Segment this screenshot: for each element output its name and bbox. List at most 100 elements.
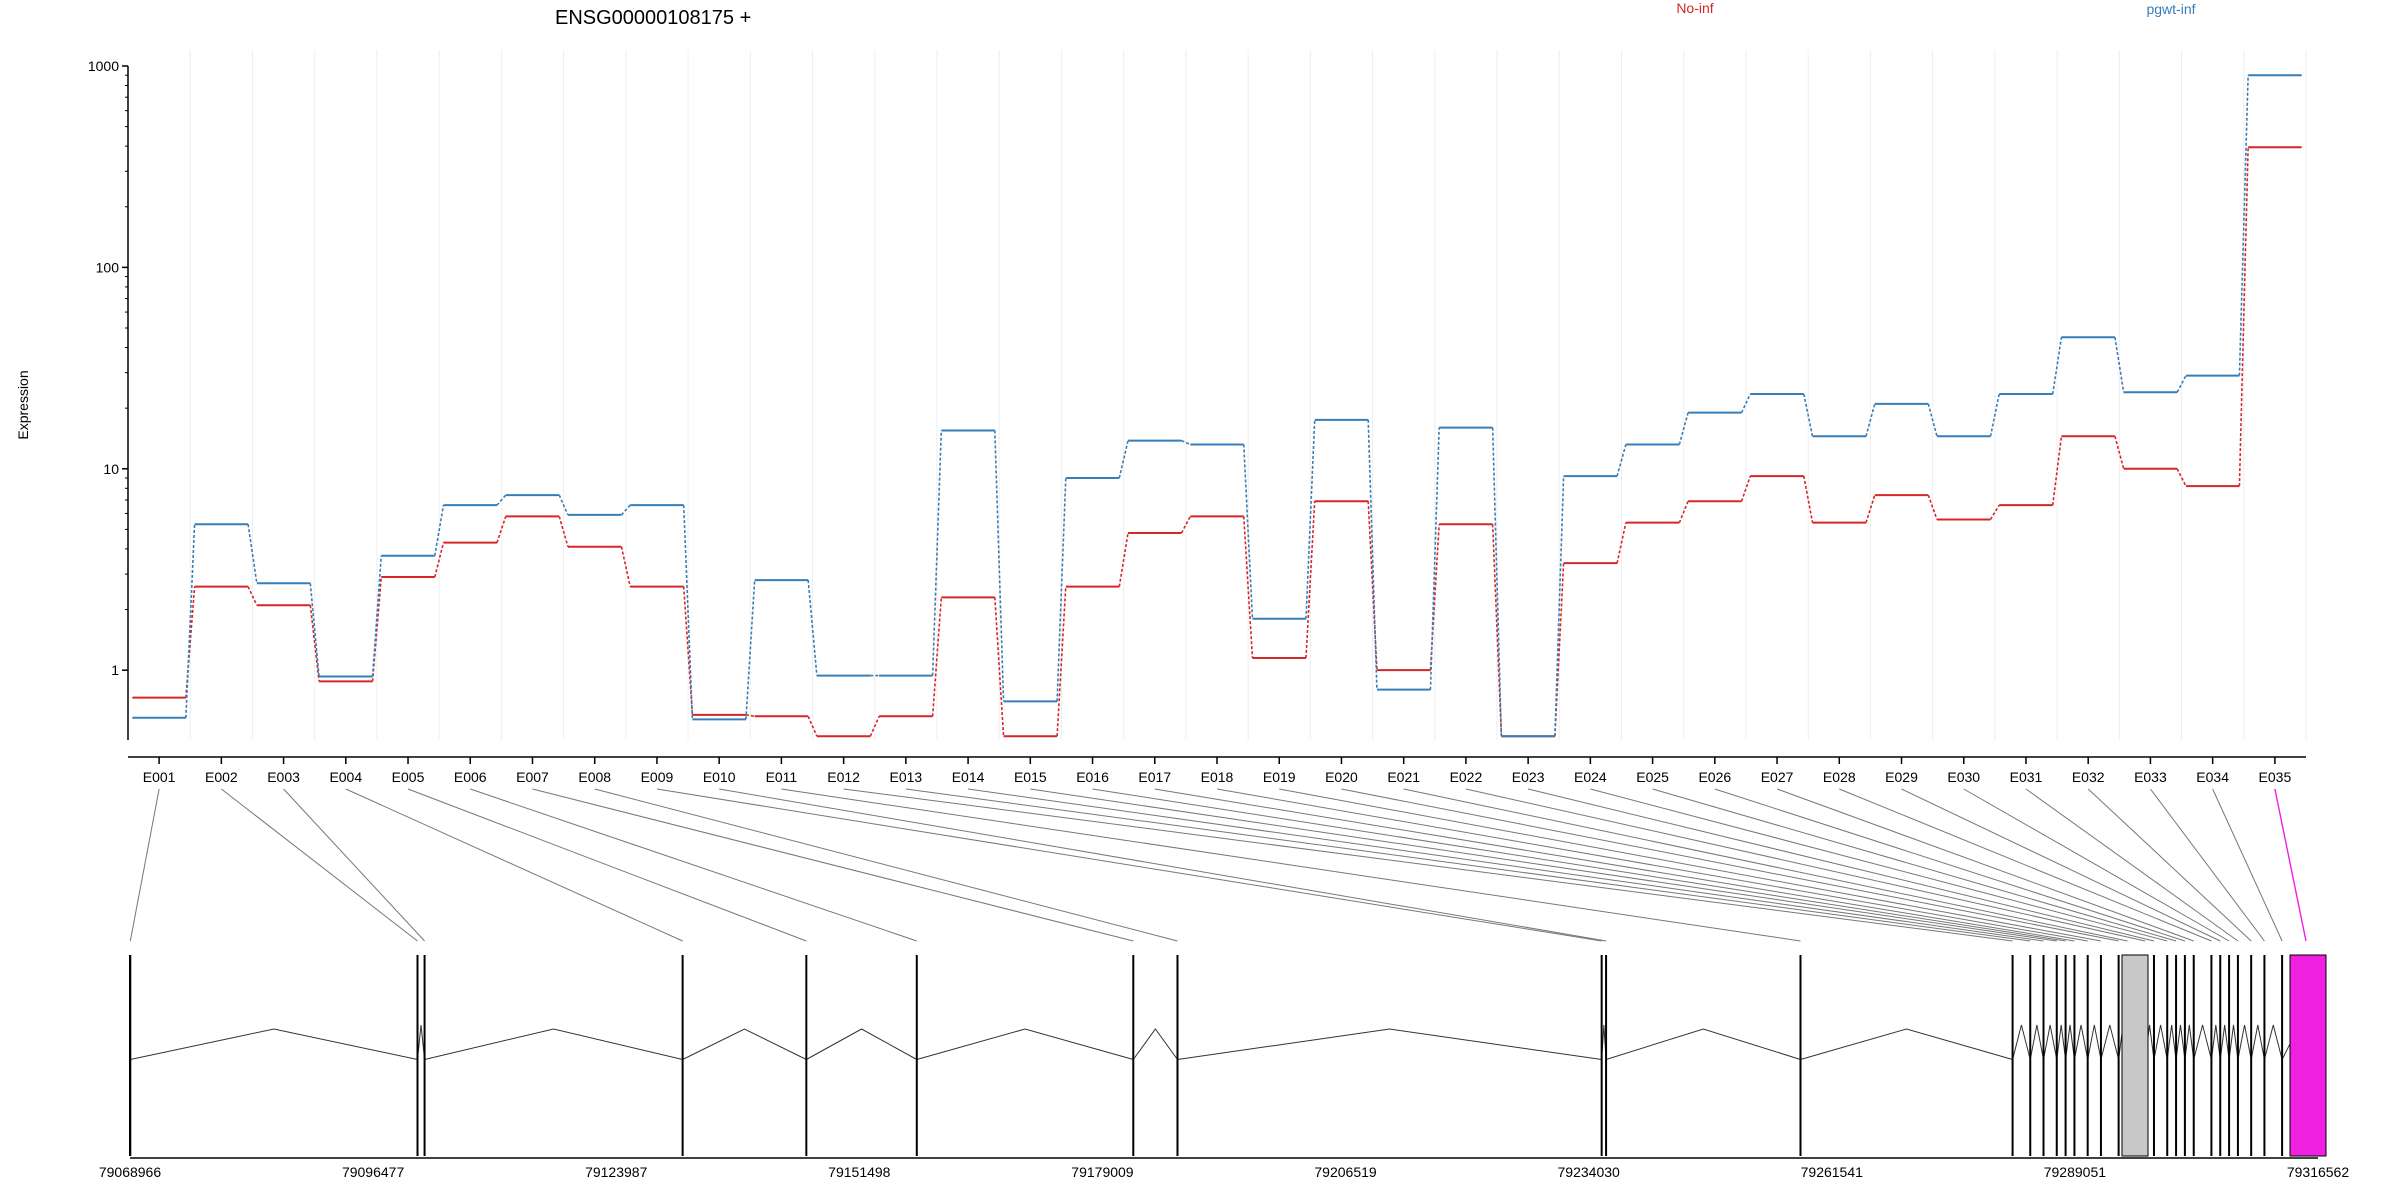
intron-line [2228, 1024, 2239, 1060]
connector-E027 [1776, 788, 2194, 942]
exon-label-E027: E027 [1761, 769, 1794, 785]
series-transition [807, 580, 818, 676]
exon-label-E004: E004 [329, 769, 362, 785]
coord-label: 79123987 [585, 1164, 648, 1180]
exon-label-E006: E006 [454, 769, 487, 785]
series-transition [433, 504, 445, 556]
series-transition [1242, 516, 1254, 658]
coord-label: 79179009 [1071, 1164, 1134, 1180]
intron-line [2100, 1024, 2120, 1060]
series-transition [1056, 477, 1067, 702]
exon-label-E028: E028 [1823, 769, 1856, 785]
exon-E035 [2289, 954, 2327, 1157]
series-no-inf [132, 146, 2302, 738]
series-transition [1305, 419, 1316, 619]
connector-E030 [1963, 788, 2230, 942]
coord-label: 79234030 [1558, 1164, 1621, 1180]
connector-E013 [905, 788, 2031, 942]
connector-E008 [594, 788, 1178, 942]
series-pgwt-inf [132, 74, 2302, 738]
y-tick-label: 1000 [88, 58, 119, 74]
coord-label: 79261541 [1801, 1164, 1864, 1180]
series-transition [1429, 524, 1440, 671]
series-transition [1616, 522, 1627, 564]
connector-E029 [1901, 788, 2221, 942]
exon-label-E035: E035 [2259, 769, 2292, 785]
intron-line [1800, 1028, 2013, 1060]
intron-line [2193, 1024, 2212, 1060]
series-transition [1305, 501, 1316, 658]
series-transition [1616, 444, 1627, 477]
y-axis: 1000 100 10 1 [88, 58, 129, 740]
series-transition [185, 524, 196, 718]
exon-label-E014: E014 [952, 769, 985, 785]
series-transition [1118, 440, 1129, 479]
exon-label-E003: E003 [267, 769, 300, 785]
series-transition [309, 605, 320, 682]
series-transition [2238, 75, 2249, 376]
connector-E028 [1839, 788, 2212, 942]
connector-E025 [1652, 788, 2177, 942]
series-transition [371, 555, 383, 677]
series-transition [1491, 427, 1503, 737]
series-transition [247, 586, 258, 606]
exon-label-E007: E007 [516, 769, 549, 785]
connector-E016 [1092, 788, 2066, 942]
series-transition [1989, 393, 2000, 437]
exon-label-E025: E025 [1636, 769, 1669, 785]
connector-E035 [2274, 788, 2307, 942]
series-transition [994, 430, 1005, 702]
exon-connectors [129, 788, 2307, 942]
exon-label-E017: E017 [1138, 769, 1171, 785]
intron-line [2073, 1024, 2089, 1060]
connector-E021 [1403, 788, 2128, 942]
series-transition [682, 586, 694, 715]
exon-label-E026: E026 [1698, 769, 1731, 785]
series-transition [2114, 436, 2125, 469]
series-transition [1429, 427, 1440, 690]
series-transition [434, 542, 445, 578]
connector-E002 [221, 788, 418, 942]
intron-line [130, 1028, 418, 1060]
intron-line [2250, 1024, 2265, 1060]
series-transition [2238, 147, 2249, 487]
exon-label-E012: E012 [827, 769, 860, 785]
series-transition [745, 714, 755, 718]
coord-label: 79096477 [342, 1164, 405, 1180]
exon-label-E022: E022 [1450, 769, 1483, 785]
connector-E010 [719, 788, 1607, 942]
y-axis-label: Expression [15, 370, 31, 439]
intron-line [2237, 1024, 2252, 1060]
legend-no-inf: No-inf [1676, 0, 1713, 16]
legend-pgwt-inf: pgwt-inf [2146, 1, 2195, 17]
exon-label-E019: E019 [1263, 769, 1296, 785]
series-layer [132, 74, 2302, 738]
series-transition [620, 504, 631, 516]
series-transition [1554, 563, 1565, 737]
series-transition [1740, 475, 1752, 502]
intron-line [2219, 1024, 2230, 1060]
connector-E023 [1528, 788, 2155, 942]
exon-label-E031: E031 [2010, 769, 2043, 785]
exon-label-E005: E005 [392, 769, 425, 785]
exon-label-E008: E008 [578, 769, 611, 785]
connector-E026 [1714, 788, 2186, 942]
intron-line [417, 1024, 426, 1060]
series-transition [1242, 444, 1254, 619]
series-transition [185, 586, 196, 698]
coord-label: 79206519 [1314, 1164, 1377, 1180]
connector-E018 [1216, 788, 2088, 942]
intron-line [1132, 1028, 1178, 1060]
connector-E012 [843, 788, 2013, 942]
exon-label-E002: E002 [205, 769, 238, 785]
series-transition [994, 597, 1005, 737]
series-transition [1989, 504, 2000, 520]
series-transition [1678, 412, 1689, 445]
intron-line [2184, 1024, 2195, 1060]
connector-E015 [1030, 788, 2057, 942]
series-transition [931, 430, 943, 676]
gene-model [129, 954, 2327, 1157]
exon-label-E018: E018 [1201, 769, 1234, 785]
series-transition [2051, 337, 2063, 395]
intron-line [2166, 1024, 2177, 1060]
